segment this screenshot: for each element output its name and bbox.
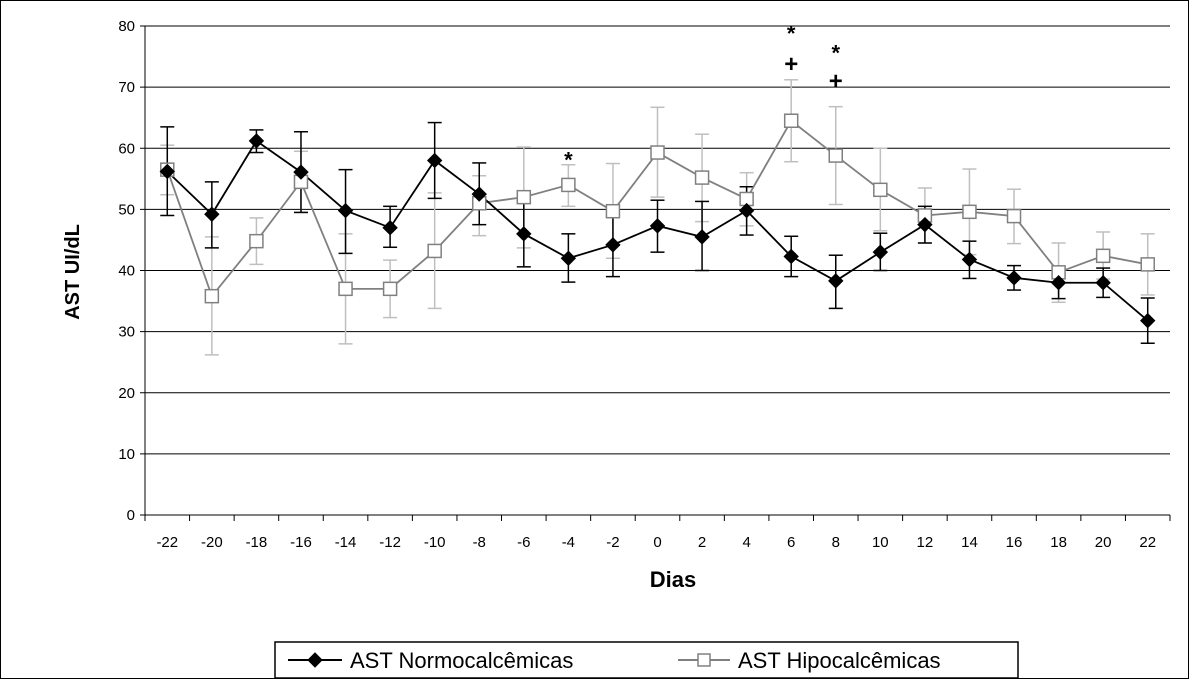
point-hipocalcemicas [561,177,576,193]
x-tick-label: -2 [606,534,619,551]
point-hipocalcemicas [1140,257,1155,272]
y-axis-label: AST UI/dL [62,224,84,320]
point-normocalcemicas [159,163,175,180]
point-hipocalcemicas [204,288,220,304]
x-tick-label: 14 [961,534,978,551]
y-tick-label: 60 [118,140,135,157]
point-hipocalcemicas [783,113,799,128]
x-tick-label: 8 [832,534,840,551]
legend-label-normo: AST Normocalcêmicas [350,648,573,673]
legend-marker-hipo [697,653,711,667]
series-markers [159,113,1156,329]
point-normocalcemicas [917,216,933,233]
point-hipocalcemicas [962,204,977,220]
x-tick-label: 20 [1095,534,1112,551]
annotation-plus: + [784,51,798,78]
x-tick-label: -22 [156,534,178,551]
point-hipocalcemicas [338,281,353,297]
x-tick-label: -16 [290,534,312,551]
annotation-asterisk: * [831,41,840,66]
point-normocalcemicas [293,164,309,180]
point-normocalcemicas [248,133,265,149]
y-tick-label: 40 [118,263,135,280]
point-normocalcemicas [516,226,532,242]
annotation-asterisk: * [787,21,796,46]
point-normocalcemicas [1006,270,1022,286]
x-axis-label: Dias [650,567,696,592]
point-hipocalcemicas [694,170,710,185]
x-tick-label: 16 [1006,534,1023,551]
significance-annotations: **+ *+ [564,21,843,173]
x-tick-label: 0 [653,534,661,551]
point-normocalcemicas [872,244,889,260]
x-tick-label: -6 [517,534,530,551]
y-tick-label: 0 [127,507,135,524]
point-normocalcemicas [738,202,755,219]
annotation-plus: + [829,68,843,95]
point-normocalcemicas [694,229,710,245]
point-hipocalcemicas [873,182,888,198]
point-normocalcemicas [961,251,978,268]
legend-marker-normo [307,652,323,668]
x-tick-label: 6 [787,534,795,551]
y-tick-label: 30 [118,324,135,341]
point-hipocalcemicas [650,145,665,160]
x-tick-label: 2 [698,534,706,551]
point-normocalcemicas [1140,312,1156,329]
point-hipocalcemicas [249,233,264,249]
point-normocalcemicas [471,186,487,202]
x-tick-label: -8 [473,534,486,551]
point-normocalcemicas [204,206,220,222]
x-tick-label: -14 [335,534,357,551]
y-tick-label: 50 [118,201,135,218]
x-tick-label: 12 [917,534,934,551]
x-tick-label: -12 [379,534,401,551]
point-hipocalcemicas [1006,208,1022,224]
point-normocalcemicas [828,273,844,289]
point-normocalcemicas [1050,275,1067,291]
y-tick-label: 70 [118,79,135,96]
y-tick-label: 10 [118,446,135,463]
point-normocalcemicas [605,237,621,253]
point-normocalcemicas [337,202,354,219]
point-normocalcemicas [1095,275,1111,291]
point-hipocalcemicas [427,243,442,259]
point-hipocalcemicas [828,148,844,163]
x-tick-label: 10 [872,534,889,551]
x-tick-label: -20 [201,534,223,551]
point-normocalcemicas [426,152,443,169]
legend-label-hipo: AST Hipocalcêmicas [738,648,941,673]
y-tick-label: 20 [118,385,135,402]
x-tick-label: -18 [246,534,268,551]
point-normocalcemicas [382,220,398,236]
point-hipocalcemicas [605,203,621,219]
legend: AST Normocalcêmicas AST Hipocalcêmicas [274,641,1019,679]
x-tick-label: -10 [424,534,446,551]
y-tick-label: 80 [118,18,135,35]
x-tick-label: 22 [1139,534,1156,551]
point-normocalcemicas [783,248,799,265]
x-tick-label: 4 [742,534,750,551]
legend-box [274,641,1019,679]
point-hipocalcemicas [516,189,532,205]
x-tick-label: 18 [1050,534,1067,551]
x-tick-label: -4 [562,534,575,551]
annotation-asterisk: * [564,148,573,173]
point-hipocalcemicas [1095,248,1111,264]
point-normocalcemicas [560,250,577,266]
point-hipocalcemicas [382,281,398,297]
point-normocalcemicas [649,218,666,234]
